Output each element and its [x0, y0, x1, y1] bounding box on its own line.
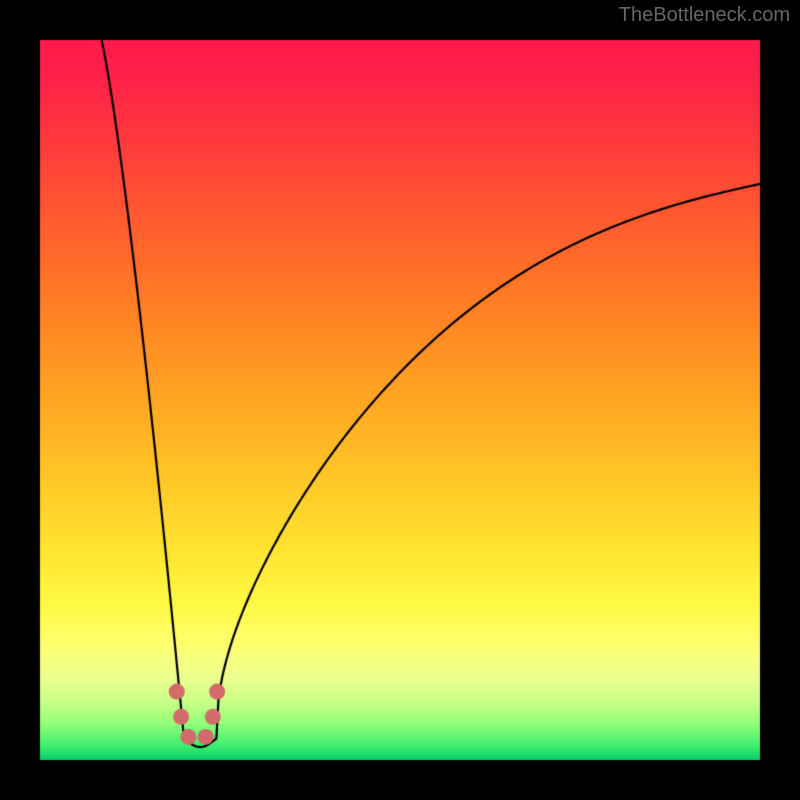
- figure-container: TheBottleneck.com: [0, 0, 800, 800]
- bottleneck-chart-canvas: [0, 0, 800, 800]
